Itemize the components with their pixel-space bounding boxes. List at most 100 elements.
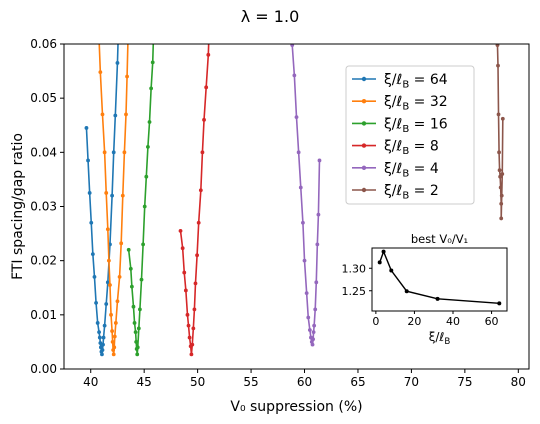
data-point (317, 158, 322, 163)
series-group (84, 44, 120, 357)
data-point (115, 61, 120, 65)
data-point (119, 241, 124, 246)
data-point (301, 220, 305, 225)
series-group (126, 44, 155, 357)
data-point (86, 158, 90, 163)
data-point (107, 258, 111, 263)
inset-data-point (497, 301, 502, 306)
data-point (135, 352, 140, 357)
data-point (112, 334, 117, 339)
data-point (186, 323, 191, 328)
data-point (498, 185, 503, 190)
series-line (179, 44, 210, 355)
data-point (496, 112, 501, 117)
data-point (178, 228, 183, 233)
data-point (135, 345, 140, 350)
data-point (206, 52, 211, 57)
data-point (102, 150, 107, 155)
x-tick-label: 70 (404, 375, 419, 389)
data-point (180, 246, 185, 251)
legend-label: ξ/ℓB = 8 (384, 139, 439, 158)
data-point (185, 312, 190, 317)
data-point (190, 342, 195, 347)
data-point (128, 266, 133, 271)
inset-x-tick-label: 60 (485, 315, 499, 328)
data-point (113, 113, 118, 118)
inset-x-tick-label: 0 (372, 315, 379, 328)
data-point (111, 352, 116, 357)
data-point (133, 330, 138, 335)
x-tick-label: 80 (511, 375, 526, 389)
inset-y-tick-label: 1.30 (342, 262, 367, 275)
legend-marker (361, 165, 367, 170)
data-point (311, 330, 316, 335)
legend-label: ξ/ℓB = 16 (384, 116, 448, 135)
y-tick-label: 0.01 (30, 308, 57, 322)
data-point (110, 340, 115, 344)
legend-label: ξ/ℓB = 32 (384, 94, 448, 113)
data-point (101, 342, 105, 347)
data-point (111, 150, 116, 155)
series-line (85, 44, 119, 355)
data-point (102, 323, 107, 328)
data-point (497, 168, 502, 173)
series-group (98, 44, 129, 357)
data-point (115, 299, 120, 304)
data-point (312, 323, 317, 328)
legend-marker (361, 121, 367, 126)
data-point (142, 204, 147, 209)
inset-title: best V₀/V₁ (411, 232, 468, 246)
data-point (112, 345, 117, 350)
data-point (132, 321, 137, 325)
data-point (109, 312, 113, 317)
data-point (310, 342, 315, 347)
legend-marker (361, 187, 367, 193)
y-tick-label: 0.02 (30, 254, 57, 268)
data-point (126, 247, 131, 252)
x-tick-label: 45 (137, 375, 152, 389)
data-point (125, 74, 129, 79)
data-point (499, 216, 504, 221)
data-point (113, 321, 118, 325)
main-chart-title: λ = 1.0 (241, 7, 300, 26)
data-point (110, 193, 114, 198)
data-point (90, 252, 95, 257)
series-group (495, 44, 505, 221)
data-point (316, 212, 321, 217)
data-point (100, 348, 105, 352)
legend-label: ξ/ℓB = 2 (384, 183, 439, 202)
data-point (101, 335, 106, 340)
data-point (314, 280, 319, 285)
inset-x-tick-label: 40 (446, 315, 460, 328)
data-point (311, 337, 315, 342)
data-point (204, 85, 209, 90)
y-axis-label: FTI spacing/gap ratio (10, 133, 26, 280)
inset-data-point (389, 268, 394, 273)
data-point (87, 191, 92, 195)
data-point (84, 126, 89, 130)
data-point (97, 330, 101, 335)
data-point (315, 242, 320, 247)
x-tick-label: 60 (297, 375, 312, 389)
data-point (499, 193, 504, 198)
data-point (108, 283, 112, 287)
data-point (191, 326, 196, 331)
series-line (291, 45, 321, 345)
x-tick-label: 55 (243, 375, 258, 389)
data-point (144, 174, 149, 179)
data-point (104, 191, 109, 195)
data-point (150, 60, 155, 65)
inset-data-point (435, 296, 440, 301)
inset-plot-frame (371, 247, 508, 312)
data-point (117, 275, 122, 279)
data-point (306, 315, 311, 320)
data-point (92, 275, 97, 279)
inset-y-tick-label: 1.25 (342, 285, 367, 298)
y-tick-label: 0.00 (30, 362, 57, 376)
data-point (202, 117, 206, 122)
data-point (195, 253, 199, 258)
data-point (146, 145, 150, 149)
legend-box (345, 65, 475, 205)
